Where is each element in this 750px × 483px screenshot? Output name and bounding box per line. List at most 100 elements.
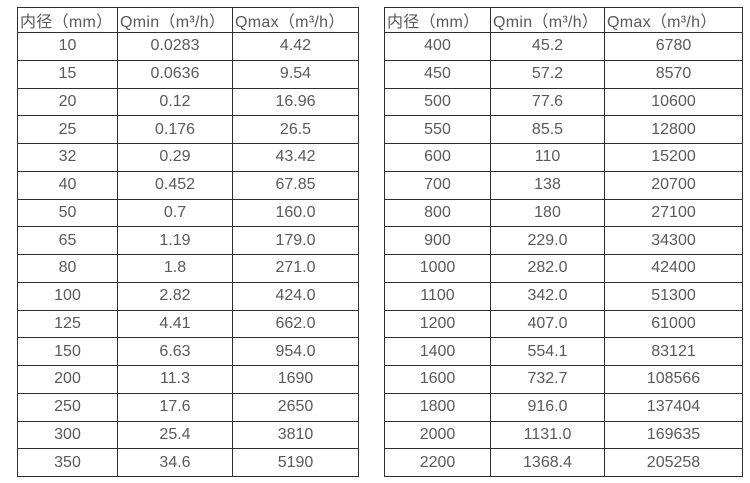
table-row: 150 6.63 954.0: [17, 337, 359, 366]
table-row: 1200 407.0 61000: [384, 309, 743, 339]
table-row: 20 0.12 16.96: [17, 87, 359, 117]
table-cell: 77.6: [490, 87, 605, 117]
table-cell: 700: [384, 170, 491, 200]
table-cell: 0.0283: [117, 32, 233, 61]
table-row: 350 34.6 5190: [17, 448, 359, 477]
col-header-inner-diameter: 内径（mm）: [384, 7, 491, 33]
table-cell: 110: [490, 143, 605, 172]
table-cell: 2650: [232, 392, 359, 422]
table-row: 1000 282.0 42400: [384, 254, 743, 283]
table-cell: 61000: [604, 309, 743, 339]
table-cell: 11.3: [117, 365, 233, 394]
table-cell: 25: [17, 115, 118, 144]
table-cell: 1000: [384, 254, 491, 283]
table-cell: 1368.4: [490, 448, 605, 477]
table-cell: 554.1: [490, 337, 605, 366]
table-cell: 500: [384, 87, 491, 117]
table-row: 50 0.7 160.0: [17, 198, 359, 228]
table-cell: 662.0: [232, 309, 359, 339]
table-cell: 17.6: [117, 392, 233, 422]
table-row: 2000 1131.0 169635: [384, 420, 743, 450]
table-cell: 10600: [604, 87, 743, 117]
table-cell: 100: [17, 281, 118, 311]
table-cell: 15: [17, 59, 118, 89]
table-row: 100 2.82 424.0: [17, 281, 359, 311]
table-cell: 85.5: [490, 115, 605, 144]
table-cell: 2000: [384, 420, 491, 450]
table-cell: 42400: [604, 254, 743, 283]
table-cell: 916.0: [490, 392, 605, 422]
table-cell: 43.42: [232, 143, 359, 172]
table-cell: 51300: [604, 281, 743, 311]
table-cell: 34.6: [117, 448, 233, 477]
table-cell: 138: [490, 170, 605, 200]
table-cell: 1.8: [117, 254, 233, 283]
table-cell: 0.12: [117, 87, 233, 117]
table-row: 550 85.5 12800: [384, 115, 743, 144]
table-cell: 2.82: [117, 281, 233, 311]
table-row: 1800 916.0 137404: [384, 392, 743, 422]
table-cell: 150: [17, 337, 118, 366]
table-cell: 600: [384, 143, 491, 172]
table-row: 300 25.4 3810: [17, 420, 359, 450]
col-header-inner-diameter: 内径（mm）: [17, 7, 118, 33]
table-cell: 0.176: [117, 115, 233, 144]
table-cell: 16.96: [232, 87, 359, 117]
table-cell: 0.452: [117, 170, 233, 200]
table-row: 1400 554.1 83121: [384, 337, 743, 366]
table-cell: 4.42: [232, 32, 359, 61]
table-cell: 57.2: [490, 59, 605, 89]
table-body-large-diameters: 400 45.2 6780 450 57.2 8570 500 77.6 10600 550 85.…: [384, 32, 743, 477]
table-cell: 180: [490, 198, 605, 228]
table-row: 450 57.2 8570: [384, 59, 743, 89]
table-cell: 67.85: [232, 170, 359, 200]
table-cell: 32: [17, 143, 118, 172]
table-cell: 20: [17, 87, 118, 117]
table-cell: 1690: [232, 365, 359, 394]
table-cell: 342.0: [490, 281, 605, 311]
table-cell: 83121: [604, 337, 743, 366]
table-row: 600 110 15200: [384, 143, 743, 172]
table-row: 800 180 27100: [384, 198, 743, 228]
table-cell: 271.0: [232, 254, 359, 283]
table-cell: 0.7: [117, 198, 233, 228]
col-header-qmax: Qmax（m³/h）: [604, 7, 743, 33]
table-cell: 40: [17, 170, 118, 200]
table-row: 400 45.2 6780: [384, 32, 743, 61]
table-row: 10 0.0283 4.42: [17, 32, 359, 61]
table-row: 1600 732.7 108566: [384, 365, 743, 394]
table-row: 25 0.176 26.5: [17, 115, 359, 144]
table-row: 15 0.0636 9.54: [17, 59, 359, 89]
table-cell: 169635: [604, 420, 743, 450]
table-cell: 407.0: [490, 309, 605, 339]
table-cell: 424.0: [232, 281, 359, 311]
table-cell: 250: [17, 392, 118, 422]
table-cell: 27100: [604, 198, 743, 228]
table-cell: 200: [17, 365, 118, 394]
table-row: 80 1.8 271.0: [17, 254, 359, 283]
table-row: 2200 1368.4 205258: [384, 448, 743, 477]
table-cell: 450: [384, 59, 491, 89]
table-cell: 1800: [384, 392, 491, 422]
table-cell: 1.19: [117, 226, 233, 255]
table-cell: 179.0: [232, 226, 359, 255]
table-row: 40 0.452 67.85: [17, 170, 359, 200]
table-row: 700 138 20700: [384, 170, 743, 200]
table-cell: 1200: [384, 309, 491, 339]
table-cell: 1131.0: [490, 420, 605, 450]
table-cell: 6.63: [117, 337, 233, 366]
table-cell: 1400: [384, 337, 491, 366]
table-cell: 3810: [232, 420, 359, 450]
table-cell: 0.29: [117, 143, 233, 172]
col-header-qmax: Qmax（m³/h）: [232, 7, 359, 33]
table-cell: 20700: [604, 170, 743, 200]
table-cell: 800: [384, 198, 491, 228]
table-cell: 15200: [604, 143, 743, 172]
table-row: 125 4.41 662.0: [17, 309, 359, 339]
table-cell: 954.0: [232, 337, 359, 366]
table-cell: 26.5: [232, 115, 359, 144]
table-cell: 1100: [384, 281, 491, 311]
table-cell: 229.0: [490, 226, 605, 255]
table-cell: 108566: [604, 365, 743, 394]
